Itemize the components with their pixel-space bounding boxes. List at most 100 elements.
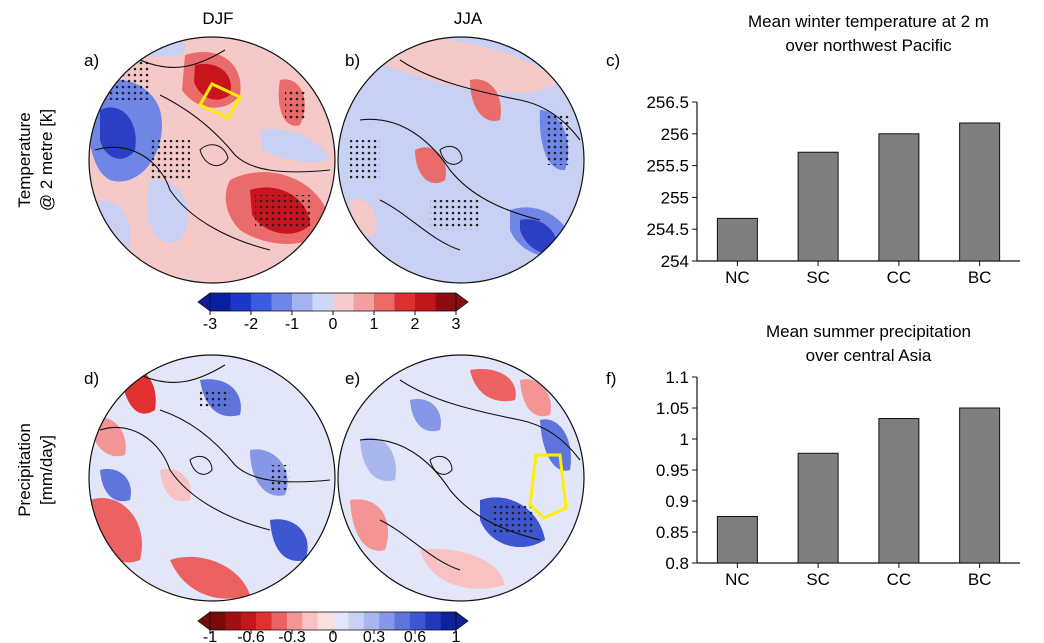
panel-label-d: d) [84,369,99,388]
colorbar-swatch [353,293,375,311]
colorbar-tick-label: 1 [452,629,461,643]
colorbar-arrow-low [197,611,211,631]
colorbar-tick-label: -3 [203,316,217,333]
bar-nc [716,516,758,564]
y-tick-label: 0.9 [665,492,689,511]
colorbar-swatch [302,612,318,630]
colorbar-tick-label: 2 [411,316,420,333]
colorbar-swatch [230,293,252,311]
y-tick-label: 254 [661,252,689,271]
bar-sc [797,151,839,262]
bar-bc [959,407,1001,564]
colorbar-tick-label: 0 [329,316,338,333]
colorbar-swatch [374,293,395,311]
y-tick-label: 1.05 [656,399,689,418]
colorbar-swatch [256,612,272,630]
panel-label-e: e) [345,369,360,388]
y-tick-label: 255 [661,188,689,207]
colorbar-swatch [271,293,293,311]
column-title-jja: JJA [454,9,483,28]
colorbar-tick-label: 0.3 [363,629,385,643]
colorbar-swatch [440,612,457,630]
colorbar-swatch [333,293,354,311]
colorbar-precipitation: -1 -0.6 -0.3 0 0.3 0.6 1 [197,611,469,643]
colorbar-swatch [394,612,411,630]
x-tick-label: NC [725,268,750,287]
colorbar-swatch [240,612,257,630]
row-label-temperature: Temperature @ 2 metre [k] [15,109,56,211]
bar-chart-summer-precipitation: Mean summer precipitation over central As… [656,322,1020,589]
chart-title: Mean winter temperature at 2 m [748,12,989,31]
colorbar-swatch [286,612,303,630]
y-tick-label: 0.95 [656,461,689,480]
row-label-temperature-line2: @ 2 metre [k] [37,109,56,211]
colorbar-temperature: -3 -2 -1 0 1 2 3 [197,292,469,333]
colorbar-tick-label: 3 [452,316,461,333]
y-tick-label: 1 [680,430,689,449]
bar-cc [878,133,920,262]
panel-label-a: a) [84,51,99,70]
panel-label-b: b) [345,51,360,70]
colorbar-tick-label: -2 [244,316,258,333]
row-label-precipitation-line1: Precipitation [15,423,34,517]
colorbar-swatch [210,612,226,630]
colorbar-swatch [333,612,349,630]
x-tick-label: CC [887,268,912,287]
colorbar-swatch [425,612,441,630]
chart-title: Mean summer precipitation [766,322,971,341]
colorbar-tick-label: -0.6 [237,629,265,643]
colorbar-tick-label: 1 [370,316,379,333]
colorbar-swatch [317,612,334,630]
map-djf-temperature [88,36,336,284]
y-tick-label: 0.8 [665,554,689,573]
colorbar-arrow-low [197,292,211,312]
colorbar-tick-label: -1 [285,316,299,333]
chart-title: over northwest Pacific [785,36,952,55]
colorbar-swatch [348,612,365,630]
chart-title: over central Asia [806,346,932,365]
panel-label-c: c) [606,51,620,70]
colorbar-swatch [363,612,380,630]
colorbar-swatch [435,293,457,311]
y-tick-label: 1.1 [665,368,689,387]
colorbar-swatch [379,612,395,630]
panel-label-f: f) [606,369,616,388]
colorbar-arrow-high [455,611,469,631]
colorbar-swatch [312,293,334,311]
row-label-temperature-line1: Temperature [15,112,34,207]
x-tick-label: SC [806,268,830,287]
colorbar-arrow-high [455,292,469,312]
x-tick-label: CC [887,570,912,589]
bar-bc [959,122,1001,262]
row-label-precipitation: Precipitation [mm/day] [15,423,56,517]
map-jja-temperature [337,36,585,284]
y-tick-label: 255.5 [646,157,689,176]
row-label-precipitation-line2: [mm/day] [37,435,56,505]
column-title-djf: DJF [202,9,233,28]
map-jja-precipitation [337,354,585,602]
bar-chart-winter-temperature: Mean winter temperature at 2 m over north… [646,12,1020,287]
colorbar-swatch [409,612,426,630]
colorbar-tick-label: 0.6 [404,629,426,643]
y-tick-label: 254.5 [646,220,689,239]
bar-nc [716,217,758,262]
colorbar-swatch [210,293,231,311]
colorbar-swatch [415,293,436,311]
y-tick-label: 0.85 [656,523,689,542]
colorbar-swatch [292,293,313,311]
x-tick-label: NC [725,570,750,589]
map-djf-precipitation [88,354,336,602]
colorbar-swatch [271,612,288,630]
y-tick-label: 256.5 [646,93,689,112]
x-tick-label: BC [968,570,992,589]
x-tick-label: BC [968,268,992,287]
bar-cc [878,418,920,564]
colorbar-tick-label: 0 [329,629,338,643]
bar-sc [797,452,839,564]
colorbar-swatch [225,612,242,630]
colorbar-swatch [251,293,272,311]
colorbar-tick-label: -0.3 [278,629,306,643]
x-tick-label: SC [806,570,830,589]
y-tick-label: 256 [661,125,689,144]
